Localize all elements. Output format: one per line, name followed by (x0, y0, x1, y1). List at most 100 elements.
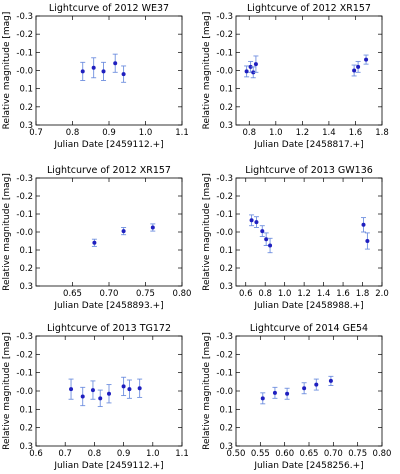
data-point (150, 225, 155, 230)
y-tick-label: -0.2 (16, 350, 33, 360)
x-tick-label: 1.2 (297, 289, 311, 299)
data-point (352, 68, 357, 73)
y-tick-label: 0.1 (219, 405, 233, 415)
x-tick-label: 0.65 (300, 449, 319, 459)
y-tick-label: 0.1 (219, 246, 233, 256)
data-point (268, 243, 273, 248)
data-point (107, 391, 111, 396)
panel-title: Lightcurve of 2014 GE54 (250, 323, 368, 334)
y-tick-label: 0.3 (19, 282, 33, 292)
y-tick-label: -0.3 (16, 174, 33, 184)
y-tick-label: -0.0 (16, 228, 33, 238)
x-tick-label: 0.7 (58, 449, 72, 459)
x-tick-label: 0.65 (63, 289, 82, 299)
x-tick-label: 0.8 (88, 449, 102, 459)
data-point (80, 394, 85, 399)
data-point (264, 237, 269, 242)
y-axis-label: Relative magnitude [mag] (202, 173, 212, 291)
data-point (365, 239, 370, 243)
y-tick-label: 0.2 (219, 264, 233, 274)
plot-frame (235, 15, 383, 126)
data-point (302, 386, 307, 391)
data-point (248, 64, 253, 69)
y-tick-label: -0.3 (16, 332, 33, 342)
x-axis-label: Julian Date [2459112.+] (53, 140, 163, 150)
x-tick-label: 0.70 (100, 289, 119, 299)
x-tick-label: 2.0 (375, 289, 389, 299)
y-tick-label: 0.2 (19, 264, 33, 274)
data-point (69, 387, 74, 392)
panel-title: Lightcurve of 2012 XR157 (47, 165, 171, 176)
y-axis-label: Relative magnitude [mag] (2, 332, 12, 450)
x-axis-label: Julian Date [2458893.+] (53, 301, 163, 311)
panel-2014-ge54: Lightcurve of 2014 GE54 Relative magnitu… (202, 323, 391, 471)
x-tick-label: 1.1 (175, 128, 189, 138)
plot-frame (235, 177, 383, 287)
data-point (251, 70, 256, 75)
data-point (249, 218, 254, 223)
y-tick-label: 0.2 (219, 424, 233, 434)
y-tick-label: -0.3 (216, 332, 233, 342)
x-tick-label: 1.0 (146, 449, 160, 459)
y-axis-label: Relative magnitude [mag] (202, 332, 212, 450)
y-tick-label: -0.2 (216, 350, 233, 360)
data-point (137, 386, 142, 391)
panel-2012-we37: Lightcurve of 2012 WE37 Relative magnitu… (2, 3, 189, 150)
panel-2012-xr157-a: Lightcurve of 2012 XR157 Relative magnit… (202, 3, 389, 150)
x-tick-label: 1.6 (349, 128, 363, 138)
x-tick-label: 0.80 (173, 289, 192, 299)
y-tick-label: -0.1 (16, 48, 33, 58)
x-tick-label: 1.8 (375, 128, 389, 138)
panel-2012-xr157-b: Lightcurve of 2012 XR157 Relative magnit… (2, 165, 191, 311)
x-tick-label: 0.75 (348, 449, 367, 459)
x-tick-label: 0.6 (29, 449, 43, 459)
data-point (361, 222, 366, 227)
data-point (92, 240, 97, 245)
x-tick-label: 0.60 (275, 449, 294, 459)
panel-2013-tg172: Lightcurve of 2013 TG172 Relative magnit… (2, 323, 189, 471)
x-tick-label: 0.70 (324, 449, 343, 459)
y-tick-label: -0.2 (16, 30, 33, 40)
y-tick-label: 0.3 (219, 282, 233, 292)
x-tick-label: 0.55 (251, 449, 270, 459)
y-tick-label: -0.3 (216, 174, 233, 184)
data-point (285, 391, 290, 396)
y-tick-label: 0.2 (219, 103, 233, 113)
panel-2013-gw136: Lightcurve of 2013 GW136 Relative magnit… (202, 165, 389, 311)
y-tick-label: -0.0 (16, 387, 33, 397)
x-tick-label: 1.1 (175, 449, 189, 459)
data-point (260, 229, 265, 234)
y-tick-label: 0.3 (19, 442, 33, 452)
x-axis-label: Julian Date [2458256.+] (253, 461, 363, 471)
y-tick-label: 0.2 (19, 103, 33, 113)
data-point (80, 69, 85, 74)
y-tick-label: 0.1 (19, 85, 33, 95)
y-tick-label: -0.3 (16, 12, 33, 22)
y-tick-label: -0.2 (216, 192, 233, 202)
x-tick-label: 0.9 (117, 449, 131, 459)
plot-frame (35, 15, 183, 126)
data-point (254, 220, 259, 225)
y-tick-label: -0.0 (16, 67, 33, 77)
x-tick-label: 1.8 (356, 289, 370, 299)
x-axis-label: Julian Date [2458988.+] (253, 301, 363, 311)
y-tick-label: -0.1 (216, 210, 233, 220)
data-point (364, 57, 369, 62)
x-tick-label: 0.80 (373, 449, 392, 459)
x-tick-label: 1.2 (296, 128, 310, 138)
y-tick-label: 0.3 (19, 121, 33, 131)
data-point (91, 65, 96, 70)
y-tick-label: -0.1 (16, 210, 33, 220)
y-tick-label: 0.2 (19, 424, 33, 434)
data-point (101, 69, 106, 74)
x-axis-label: Julian Date [2459112.+] (53, 461, 163, 471)
y-tick-label: -0.1 (216, 369, 233, 379)
y-tick-label: -0.3 (216, 12, 233, 22)
x-tick-label: 1.0 (269, 128, 283, 138)
data-point (253, 62, 258, 67)
x-tick-label: 0.75 (136, 289, 155, 299)
y-tick-label: -0.2 (16, 192, 33, 202)
data-point (260, 396, 265, 401)
y-tick-label: 0.3 (219, 442, 233, 452)
